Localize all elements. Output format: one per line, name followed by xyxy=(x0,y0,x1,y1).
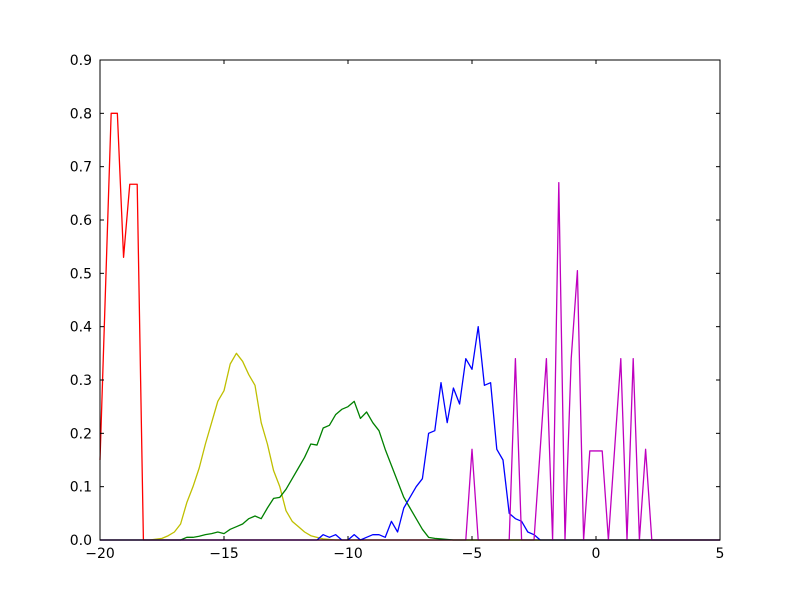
series-line xyxy=(100,352,720,541)
y-tick-label: 0.8 xyxy=(70,106,92,122)
y-tick-label: 0.9 xyxy=(70,53,92,69)
y-tick-label: 0.1 xyxy=(70,480,92,496)
x-tick-label: −15 xyxy=(209,546,239,562)
x-tick-label: −5 xyxy=(462,546,483,562)
series-line xyxy=(99,112,720,541)
y-tick-label: 0.7 xyxy=(70,160,92,176)
y-tick-label: 0.0 xyxy=(70,533,92,549)
x-tick-label: −10 xyxy=(333,546,363,562)
x-tick-label: −20 xyxy=(85,546,115,562)
y-tick-label: 0.2 xyxy=(70,426,92,442)
x-tick-label: 0 xyxy=(592,546,601,562)
y-tick-label: 0.4 xyxy=(70,320,92,336)
series-line xyxy=(100,326,720,541)
y-tick-label: 0.6 xyxy=(70,213,92,229)
x-tick-label: 5 xyxy=(716,546,725,562)
y-tick-label: 0.3 xyxy=(70,373,92,389)
y-tick-label: 0.5 xyxy=(70,266,92,282)
axes-frame xyxy=(99,59,721,541)
